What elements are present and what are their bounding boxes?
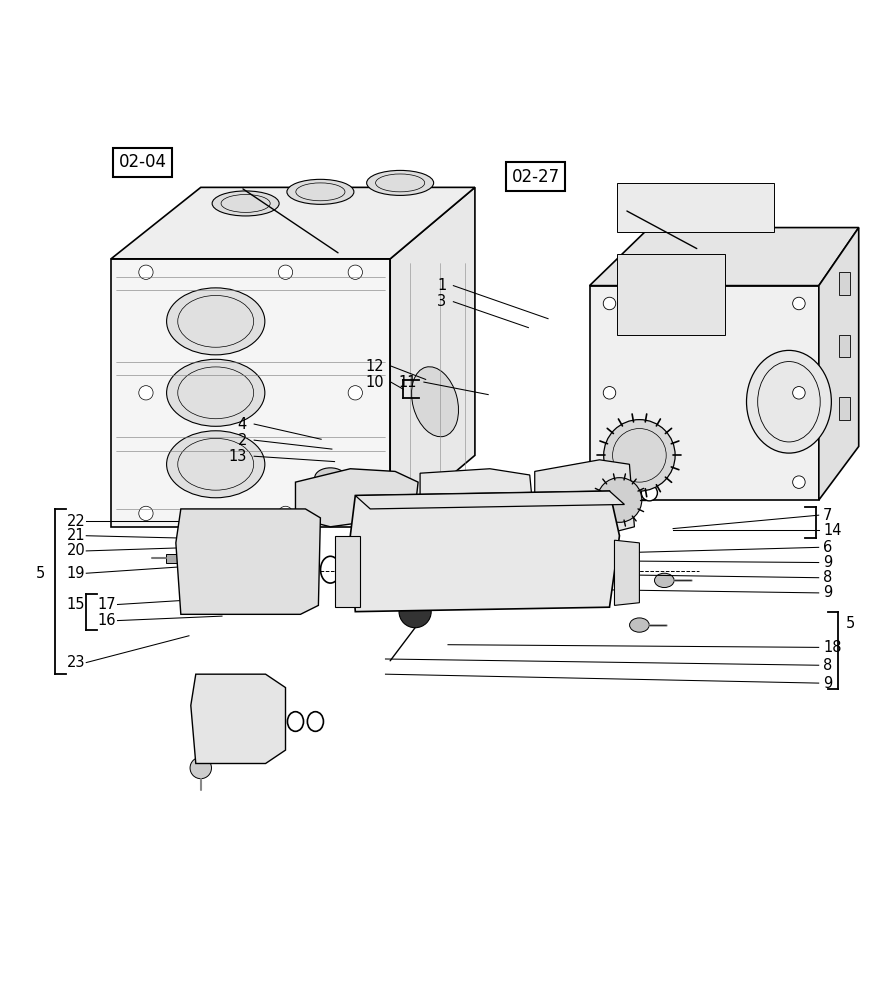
Polygon shape [191,674,286,764]
Circle shape [793,387,806,399]
Bar [839,272,849,295]
Polygon shape [390,187,475,527]
Ellipse shape [167,359,265,426]
Polygon shape [590,228,858,286]
Circle shape [349,265,363,279]
Text: 14: 14 [823,523,841,538]
Polygon shape [535,460,634,536]
Text: 9: 9 [823,555,832,570]
Text: 23: 23 [66,655,85,670]
Text: 17: 17 [98,597,116,612]
Circle shape [190,757,211,779]
Bar [617,254,725,335]
Ellipse shape [446,475,504,525]
Text: 20: 20 [66,543,85,558]
Text: 4: 4 [237,417,247,432]
Circle shape [597,478,642,522]
Circle shape [603,387,616,399]
Text: 19: 19 [66,566,85,581]
Polygon shape [590,286,819,500]
Circle shape [279,506,293,521]
Circle shape [399,596,431,628]
Circle shape [536,515,604,583]
Circle shape [204,707,257,761]
Ellipse shape [167,431,265,498]
Polygon shape [111,259,390,527]
Text: 02-27: 02-27 [512,168,560,186]
Ellipse shape [167,288,265,355]
Ellipse shape [550,464,608,527]
Bar [166,554,182,563]
Text: 22: 22 [66,514,85,529]
Ellipse shape [654,573,674,588]
Text: 5: 5 [35,566,45,581]
Text: 15: 15 [66,597,85,612]
Text: 16: 16 [98,613,116,628]
Ellipse shape [212,191,280,216]
Text: 5: 5 [846,616,855,631]
Text: 13: 13 [228,449,247,464]
Ellipse shape [321,556,340,583]
Circle shape [349,506,363,521]
Ellipse shape [342,481,378,506]
Ellipse shape [746,350,831,453]
Polygon shape [350,491,619,612]
Polygon shape [615,540,640,605]
Circle shape [603,297,616,310]
Text: 12: 12 [365,359,383,374]
Circle shape [604,420,675,491]
Ellipse shape [288,712,304,731]
Text: 1: 1 [437,278,446,293]
Bar [265,594,276,612]
Polygon shape [420,469,535,534]
Polygon shape [296,469,418,527]
Polygon shape [356,491,625,509]
Ellipse shape [314,468,346,487]
Text: 3: 3 [437,294,446,309]
Text: 18: 18 [823,640,841,655]
Circle shape [603,476,616,488]
Ellipse shape [366,170,434,195]
Circle shape [248,536,293,580]
Text: 21: 21 [66,528,85,543]
Circle shape [793,476,806,488]
Text: 10: 10 [365,375,383,390]
Polygon shape [111,187,475,259]
Circle shape [139,506,153,521]
Ellipse shape [642,485,658,501]
Text: 8: 8 [823,658,832,673]
Polygon shape [176,509,321,614]
Text: 02-04: 02-04 [118,153,167,171]
Bar [839,335,849,357]
Circle shape [381,521,449,589]
Text: 6: 6 [823,540,832,555]
Ellipse shape [411,367,459,437]
Text: 2: 2 [237,433,247,448]
Circle shape [200,527,262,589]
Circle shape [139,386,153,400]
Polygon shape [819,228,858,500]
Bar [617,183,774,232]
Circle shape [461,518,529,586]
Ellipse shape [287,179,354,204]
Polygon shape [335,536,360,607]
Bar [839,397,849,420]
Text: 9: 9 [823,676,832,691]
Circle shape [793,297,806,310]
Circle shape [349,386,363,400]
Text: 8: 8 [823,570,832,585]
Text: 11: 11 [398,375,417,390]
Circle shape [279,265,293,279]
Circle shape [139,265,153,279]
Bar [246,587,262,612]
Ellipse shape [630,618,650,632]
Ellipse shape [307,712,323,731]
Text: 9: 9 [823,585,832,600]
Text: 7: 7 [823,508,832,523]
